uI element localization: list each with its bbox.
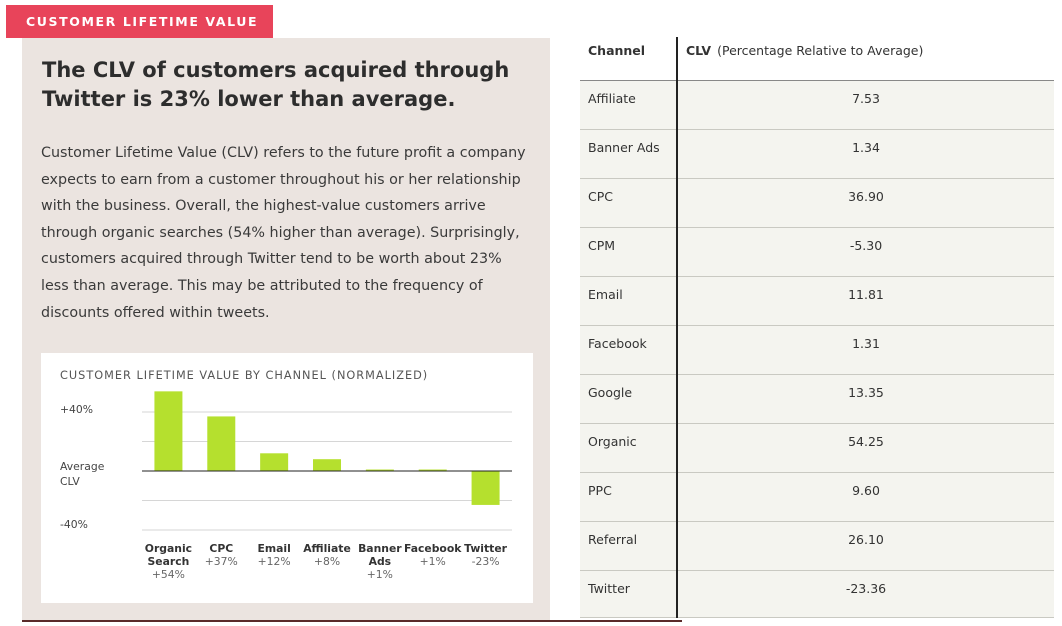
bar [471, 471, 500, 505]
channel-cell: CPC [580, 178, 678, 228]
clv-cell: -23.36 [677, 570, 1054, 618]
channel-cell: Banner Ads [580, 129, 678, 179]
value-label: +1% [367, 568, 393, 581]
y-tick-label: -40% [60, 518, 88, 531]
y-tick-label: +40% [60, 403, 93, 416]
channel-cell: Twitter [580, 570, 678, 618]
x-category-label: Twitter [464, 542, 507, 555]
channel-cell: CPM [580, 227, 678, 277]
clv-cell: 1.31 [677, 325, 1054, 375]
x-category-label: Facebook [404, 542, 462, 555]
channel-cell: Organic [580, 423, 678, 473]
y-tick-label: Average CLV [60, 460, 105, 488]
channel-cell: PPC [580, 472, 678, 522]
table-row: Google 13.35 [580, 374, 1054, 424]
bar [154, 391, 183, 471]
clv-cell: 36.90 [677, 178, 1054, 228]
table-row: Banner Ads 1.34 [580, 129, 1054, 179]
channel-cell: Email [580, 276, 678, 326]
value-label: +1% [420, 555, 446, 568]
table-row: Referral 26.10 [580, 521, 1054, 571]
header-clv-label: CLV [686, 43, 712, 58]
channel-cell: Facebook [580, 325, 678, 375]
x-category-label: Affiliate [303, 542, 351, 555]
clv-chart-card: CUSTOMER LIFETIME VALUE BY CHANNEL (NORM… [41, 353, 533, 603]
table-row: PPC 9.60 [580, 472, 1054, 522]
clv-cell: 13.35 [677, 374, 1054, 424]
channel-cell: Affiliate [580, 80, 678, 130]
headline: The CLV of customers acquired through Tw… [42, 58, 510, 111]
clv-cell: 7.53 [677, 80, 1054, 130]
x-category-label: Banner Ads [358, 542, 402, 568]
bar [313, 459, 341, 471]
x-category-label: CPC [209, 542, 233, 555]
value-label: +12% [258, 555, 291, 568]
table-row: CPC 36.90 [580, 178, 1054, 228]
clv-cell: 11.81 [677, 276, 1054, 326]
bar [207, 416, 236, 471]
value-label: +37% [205, 555, 238, 568]
bottom-divider [22, 620, 682, 622]
section-tag: CUSTOMER LIFETIME VALUE [6, 5, 273, 38]
chart-title: CUSTOMER LIFETIME VALUE BY CHANNEL (NORM… [60, 369, 429, 382]
clv-bar-chart: +40% Average CLV -40% Organic Search+54% CPC+3… [60, 391, 512, 581]
header-channel: Channel [580, 37, 678, 81]
table-row: CPM -5.30 [580, 227, 1054, 277]
table-header-row: Channel CLV (Percentage Relative to Avera… [580, 37, 1054, 81]
table-row: Facebook 1.31 [580, 325, 1054, 375]
x-category-label: Email [257, 542, 290, 555]
value-label: +8% [314, 555, 340, 568]
clv-table: Channel CLV (Percentage Relative to Avera… [580, 37, 1054, 618]
table-row: Email 11.81 [580, 276, 1054, 326]
summary-panel: The CLV of customers acquired through Tw… [22, 38, 550, 620]
clv-cell: -5.30 [677, 227, 1054, 277]
table-row: Twitter -23.36 [580, 570, 1054, 618]
value-label: -23% [472, 555, 500, 568]
value-label: +54% [152, 568, 185, 581]
channel-cell: Referral [580, 521, 678, 571]
clv-cell: 9.60 [677, 472, 1054, 522]
bar [260, 453, 289, 471]
clv-cell: 26.10 [677, 521, 1054, 571]
x-category-label: Organic Search [145, 542, 192, 568]
clv-cell: 1.34 [677, 129, 1054, 179]
clv-cell: 54.25 [677, 423, 1054, 473]
header-clv-subtitle: (Percentage Relative to Average) [717, 43, 924, 58]
table-row: Organic 54.25 [580, 423, 1054, 473]
channel-cell: Google [580, 374, 678, 424]
body-paragraph: Customer Lifetime Value (CLV) refers to … [41, 145, 526, 321]
header-clv: CLV (Percentage Relative to Average) [677, 37, 1054, 81]
table-row: Affiliate 7.53 [580, 80, 1054, 130]
